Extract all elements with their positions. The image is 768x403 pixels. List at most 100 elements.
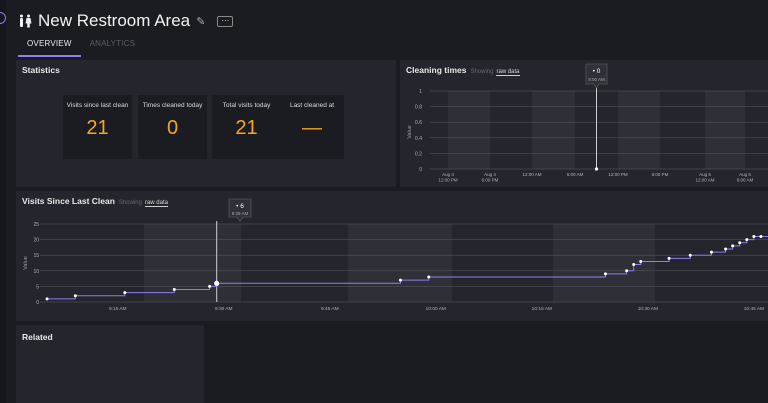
y-tick-label: 25 <box>33 222 39 228</box>
related-title: Related <box>22 332 53 342</box>
left-rail <box>0 0 6 403</box>
data-point[interactable] <box>752 234 756 238</box>
tab-overview[interactable]: OVERVIEW <box>18 36 81 57</box>
more-options-icon[interactable]: ⋯ <box>217 15 234 27</box>
x-tick-label: Aug 6 <box>739 172 751 177</box>
cleaning-title: Cleaning times Showing raw data <box>406 65 520 76</box>
x-tick-label: 6:00 PM <box>482 178 499 183</box>
showing-label: Showing <box>118 200 142 206</box>
y-tick-label: 0 <box>419 167 422 173</box>
visits-tooltip: • 6 9:29 AM <box>228 198 252 222</box>
stat-last-cleaned: Last cleaned at — <box>280 95 344 159</box>
time-band <box>553 224 655 302</box>
stat-label: Last cleaned at <box>289 102 335 109</box>
x-tick-label: 6:00 AM <box>567 172 584 177</box>
showing-label: Showing <box>470 69 494 75</box>
x-tick-label: Aug 6 <box>699 172 711 177</box>
visits-panel: Visits Since Last Clean Showing raw data 2… <box>16 191 768 321</box>
stat-times-cleaned: Times cleaned today 0 <box>138 95 207 159</box>
y-tick-label: 0.8 <box>415 105 422 111</box>
x-tick-label: 12:00 AM <box>695 178 714 183</box>
x-tick-label: 12:00 PM <box>438 178 458 183</box>
data-point[interactable] <box>639 259 643 263</box>
edit-pencil-icon[interactable]: ✎ <box>196 15 206 28</box>
tooltip-value: • 0 <box>593 68 601 75</box>
x-tick-label: 9:15 AM <box>109 306 127 312</box>
time-band <box>618 91 660 169</box>
x-tick-label: 6:00 PM <box>652 172 669 177</box>
stat-label: Visits since last clean <box>66 102 129 109</box>
x-tick-label: Aug 4 <box>442 172 454 177</box>
visits-title-text: Visits Since Last Clean <box>22 196 115 206</box>
data-point[interactable] <box>45 297 49 301</box>
cleaning-title-text: Cleaning times <box>406 65 467 75</box>
y-axis-label: Value <box>407 125 413 139</box>
x-tick-label: 9:45 AM <box>321 306 339 312</box>
y-axis-label: Value <box>23 256 29 270</box>
data-point[interactable] <box>625 269 629 273</box>
related-panel: Related <box>16 325 204 403</box>
data-point[interactable] <box>731 244 735 248</box>
stat-label: Times cleaned today <box>142 102 203 109</box>
stat-total-visits: Total visits today 21 <box>212 95 281 159</box>
stat-value: 21 <box>235 117 258 139</box>
data-point[interactable] <box>208 284 212 288</box>
x-tick-label: 10:00 AM <box>426 306 446 312</box>
stat-label: Total visits today <box>222 102 271 109</box>
nav-circle-icon[interactable] <box>0 12 6 24</box>
time-band <box>144 224 241 302</box>
data-point[interactable] <box>172 288 176 292</box>
data-point[interactable] <box>709 250 713 254</box>
y-tick-label: 0 <box>36 300 39 306</box>
tab-analytics[interactable]: ANALYTICS <box>89 39 136 48</box>
data-point[interactable] <box>724 247 728 251</box>
stat-value: — <box>302 117 322 139</box>
data-point[interactable] <box>688 253 692 257</box>
data-point[interactable] <box>73 294 77 298</box>
raw-data-toggle[interactable]: raw data <box>144 200 168 207</box>
y-tick-label: 0.6 <box>415 120 422 126</box>
tooltip-time: 9:29 AM <box>232 211 249 216</box>
tooltip-time: 9:00 AM <box>588 77 605 82</box>
y-tick-label: 15 <box>33 253 39 259</box>
x-tick-label: 9:30 AM <box>215 306 233 312</box>
cleaning-times-panel: Cleaning times Showing raw data 1 0.8 0.6 0.4… <box>400 60 768 187</box>
data-point[interactable] <box>214 280 220 286</box>
data-point[interactable] <box>594 167 599 171</box>
data-point[interactable] <box>745 238 749 242</box>
tooltip-value: • 6 <box>236 203 244 210</box>
stat-value: 0 <box>166 117 179 139</box>
x-tick-label: 10:45 AM <box>744 306 764 312</box>
x-tick-label: 12:00 AM <box>522 172 541 177</box>
data-point[interactable] <box>427 275 431 279</box>
data-point[interactable] <box>759 234 763 238</box>
y-tick-label: 0.2 <box>415 151 422 157</box>
time-band <box>448 91 490 169</box>
x-tick-label: 10:30 AM <box>638 306 658 312</box>
cleaning-tooltip: • 0 9:00 AM <box>585 63 608 89</box>
stat-visits-since-clean: Visits since last clean 21 <box>63 95 132 159</box>
data-point[interactable] <box>398 278 402 282</box>
data-point[interactable] <box>738 241 742 245</box>
tab-bar: OVERVIEW ANALYTICS <box>18 36 144 57</box>
y-tick-label: 0.4 <box>415 136 422 142</box>
y-tick-label: 5 <box>36 284 39 290</box>
time-band <box>705 91 745 169</box>
visits-chart[interactable]: 25 20 15 10 5 0 9:15 AM 9:30 AM 9:45 AM 10:00 AM… <box>16 191 768 321</box>
restroom-icon <box>20 14 32 28</box>
time-band <box>348 224 452 302</box>
y-tick-label: 20 <box>33 238 39 244</box>
x-tick-label: 10:15 AM <box>532 306 552 312</box>
data-point[interactable] <box>632 263 636 267</box>
visits-title: Visits Since Last Clean Showing raw data <box>22 196 168 207</box>
y-tick-label: 10 <box>33 269 39 275</box>
x-tick-label: 12:00 PM <box>608 172 628 177</box>
data-point[interactable] <box>667 256 671 260</box>
time-band <box>532 91 575 169</box>
statistics-title: Statistics <box>22 65 60 75</box>
raw-data-toggle[interactable]: raw data <box>496 69 520 76</box>
x-tick-label: Aug 4 <box>484 172 496 177</box>
data-point[interactable] <box>123 291 127 295</box>
data-point[interactable] <box>603 272 607 276</box>
